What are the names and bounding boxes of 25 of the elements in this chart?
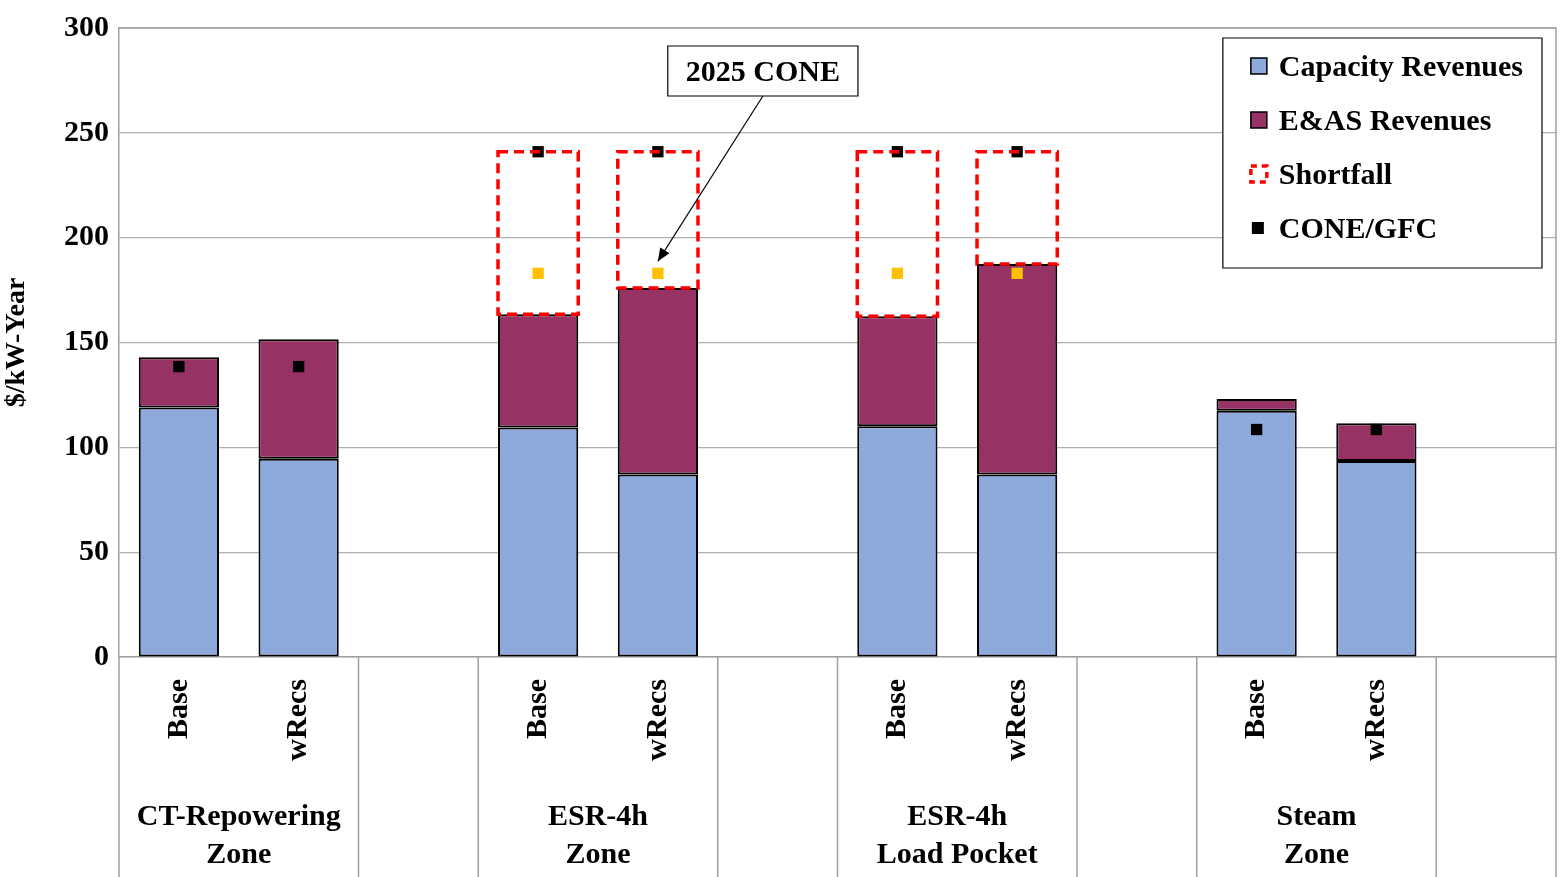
y-tick-label: 100 xyxy=(64,428,109,462)
x-tick-label: wRecs xyxy=(1357,679,1391,761)
x-tick-label: Base xyxy=(159,679,193,739)
y-tick-label: 250 xyxy=(64,113,109,147)
text: ESR-4h Load Pocket xyxy=(876,797,1038,869)
y-tick-label: 300 xyxy=(64,8,109,42)
text: Steam Zone xyxy=(1276,797,1357,869)
y-tick-label: 50 xyxy=(79,532,109,566)
x-tick-label: Base xyxy=(878,679,912,739)
text: CT-Repowering Zone xyxy=(136,797,341,869)
legend-label: Capacity Revenues xyxy=(1278,48,1524,82)
x-tick-label: wRecs xyxy=(997,679,1031,761)
x-tick-label: Base xyxy=(1237,679,1271,739)
y-tick-label: 150 xyxy=(64,323,109,357)
y-tick-label: 0 xyxy=(94,637,109,671)
y-tick-label: 200 xyxy=(64,218,109,252)
legend-label: CONE/GFC xyxy=(1278,210,1438,244)
y-axis-title: $/kW-Year xyxy=(0,277,31,408)
text: ESR-4h Zone xyxy=(547,797,649,869)
x-tick-label: wRecs xyxy=(638,679,672,761)
x-tick-label: wRecs xyxy=(279,679,313,761)
annotation: 2025 CONE xyxy=(685,53,840,87)
legend-label: E&AS Revenues xyxy=(1278,102,1492,136)
x-tick-label: Base xyxy=(518,679,552,739)
legend-label: Shortfall xyxy=(1278,156,1393,190)
